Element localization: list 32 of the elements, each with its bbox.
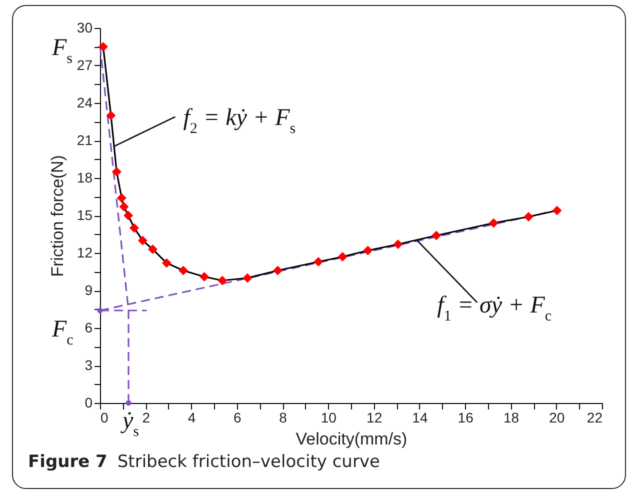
x-tick-label: 14	[412, 410, 428, 426]
annotation: F$_{c}$	[51, 316, 74, 348]
text: Stribeck friction–velocity curve	[117, 452, 380, 472]
x-tick-label: 4	[188, 410, 196, 426]
x-tick-label: 8	[279, 410, 288, 426]
annotation: f$_{2}$ = kẏ + F$_{s}$	[183, 104, 296, 137]
y-axis-title: Friction force(N)	[48, 155, 67, 277]
y-tick-label: 30	[76, 20, 93, 36]
x-tick-label: 22	[586, 410, 603, 426]
y-tick-label: 18	[76, 170, 93, 186]
y-tick-label: 27	[76, 57, 93, 73]
y-tick-label: 21	[76, 132, 93, 148]
y-tick-label: 0	[84, 394, 93, 410]
y-tick-label: 15	[76, 207, 93, 223]
x-axis-title: Velocity(mm/s)	[296, 430, 408, 448]
caption: Figure 7	[28, 452, 108, 472]
x-tick-label: 20	[549, 410, 565, 426]
x-tick-label: 18	[503, 410, 520, 426]
x-tick-label: 6	[234, 410, 242, 426]
x-tick-label: 12	[366, 410, 382, 426]
annotation: ẏ$_{s}$	[120, 408, 140, 440]
annotation: F$_{s}$	[51, 34, 73, 67]
y-tick-label: 12	[76, 244, 93, 260]
x-tick-label: 10	[320, 410, 337, 426]
x-tick-label: 2	[142, 410, 150, 426]
y-tick-label: 6	[84, 320, 93, 336]
y-tick-label: 9	[84, 282, 93, 298]
x-tick-label: 0	[100, 410, 108, 426]
x-tick-label: 16	[458, 410, 474, 426]
annotation: f$_{1}$ = σẏ + F$_{c}$	[437, 292, 552, 324]
y-tick-label: 24	[76, 94, 93, 110]
y-tick-label: 3	[84, 357, 93, 373]
